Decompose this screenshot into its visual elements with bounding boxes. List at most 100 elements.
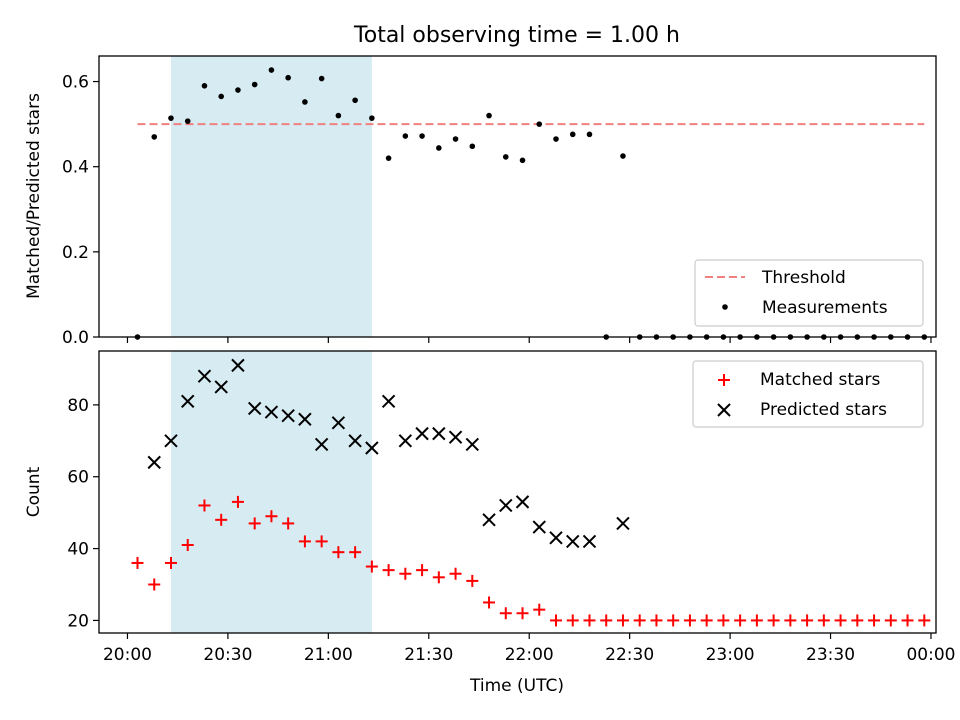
legend-matched-label: Matched stars [760, 370, 880, 390]
chart-title: Total observing time = 1.00 h [353, 23, 680, 48]
matched-star-point [566, 614, 579, 627]
matched-star-point [332, 546, 345, 559]
x-tick-label: 22:00 [505, 645, 554, 665]
measurement-point [285, 74, 291, 81]
matched-star-point [683, 614, 696, 627]
predicted-star-point [365, 441, 379, 455]
top-y-tick-label: 0.2 [62, 243, 89, 263]
matched-star-point [181, 538, 194, 551]
legend-measurements-swatch [722, 304, 728, 310]
top-plot-frame [98, 55, 937, 338]
matched-star-point [365, 560, 378, 573]
top-y-tick-label: 0.6 [62, 73, 89, 93]
matched-star-point [533, 603, 546, 616]
matched-star-point [131, 556, 144, 569]
predicted-star-point [381, 394, 396, 409]
predicted-star-point [582, 534, 597, 549]
measurement-point [402, 133, 409, 139]
top-y-axis-label: Matched/Predicted stars [24, 93, 44, 299]
predicted-star-point [348, 434, 362, 448]
measurement-point [235, 87, 241, 93]
matched-star-point [483, 596, 496, 609]
measurement-point [218, 93, 225, 100]
predicted-star-point [314, 437, 329, 452]
measurement-point [168, 115, 174, 121]
x-axis-label: Time (UTC) [469, 676, 564, 696]
predicted-star-point [264, 405, 279, 419]
x-tick-label: 21:30 [404, 645, 453, 665]
matched-star-point [616, 614, 629, 627]
measurement-point [419, 133, 425, 139]
measurement-point [620, 153, 626, 159]
predicted-star-point [566, 534, 580, 549]
top-legend: Threshold Measurements [694, 259, 924, 327]
bottom-plot-frame [98, 350, 937, 634]
matched-star-point [734, 614, 747, 627]
matched-star-point [667, 614, 680, 627]
x-tick-label: 23:30 [806, 645, 855, 665]
x-tick-label: 22:30 [605, 645, 654, 665]
legend-predicted-swatch [717, 403, 731, 417]
top-shaded-interval [170, 56, 372, 337]
matched-star-point [466, 574, 479, 587]
measurement-point [251, 81, 258, 88]
matched-star-point [918, 614, 931, 627]
matched-star-point [750, 614, 763, 627]
matched-star-point [315, 535, 328, 548]
measurement-point [385, 155, 392, 161]
matched-star-point [382, 564, 395, 577]
predicted-star-point [616, 516, 630, 531]
predicted-star-point [197, 369, 212, 383]
measurement-point [469, 143, 476, 150]
predicted-star-point [432, 426, 446, 441]
measurement-point [335, 112, 342, 119]
matched-star-point [349, 546, 362, 559]
x-tick-label: 00:00 [906, 645, 955, 665]
measurement-point [184, 118, 191, 124]
matched-star-point [148, 578, 161, 591]
bottom-panel: 20:00 20:30 21:00 21:30 22:00 22:30 23:00 23:30… [24, 350, 955, 696]
predicted-star-point [181, 394, 195, 409]
matched-star-point [817, 614, 830, 627]
predicted-star-point [164, 434, 178, 448]
matched-star-point [215, 513, 228, 526]
measurement-point [536, 121, 543, 127]
bottom-legend: Matched stars Predicted stars [692, 360, 924, 428]
bottom-legend-box [692, 360, 924, 428]
legend-threshold-label: Threshold [761, 268, 846, 288]
matched-star-point [600, 614, 613, 627]
matched-star-point [717, 614, 730, 627]
matched-star-point [298, 535, 311, 548]
measurement-point [369, 115, 375, 121]
predicted-star-point [247, 401, 262, 416]
measurement-point [318, 75, 325, 82]
legend-matched-swatch [718, 374, 730, 386]
measurement-point [519, 157, 526, 164]
top-y-tick-label: 0.4 [62, 158, 89, 178]
bottom-y-tick-label: 40 [67, 540, 89, 560]
matched-star-point [550, 614, 563, 627]
measurement-point [436, 145, 442, 151]
measurement-point [201, 83, 208, 89]
matched-star-point [700, 614, 713, 627]
matched-star-point [801, 614, 814, 627]
matched-star-point [784, 614, 797, 627]
predicted-star-point [231, 358, 245, 373]
matched-star-point [834, 614, 847, 627]
matched-star-point [248, 517, 261, 530]
predicted-star-point [515, 495, 530, 509]
predicted-star-point [398, 434, 413, 448]
top-panel: 0.0 0.2 0.4 0.6 Matched/Predicted stars Thr… [24, 55, 937, 348]
measurement-point [553, 136, 559, 142]
predicted-star-point [298, 412, 312, 426]
predicted-star-point [331, 416, 346, 430]
matched-star-point [164, 556, 177, 569]
matched-star-point [884, 614, 897, 627]
matched-star-point [449, 567, 462, 580]
measurement-point [452, 136, 459, 142]
matched-star-point [432, 571, 445, 584]
predicted-star-point [214, 380, 228, 394]
matched-star-point [265, 510, 278, 523]
legend-measurements-label: Measurements [762, 298, 888, 318]
bottom-y-axis-label: Count [24, 466, 44, 517]
